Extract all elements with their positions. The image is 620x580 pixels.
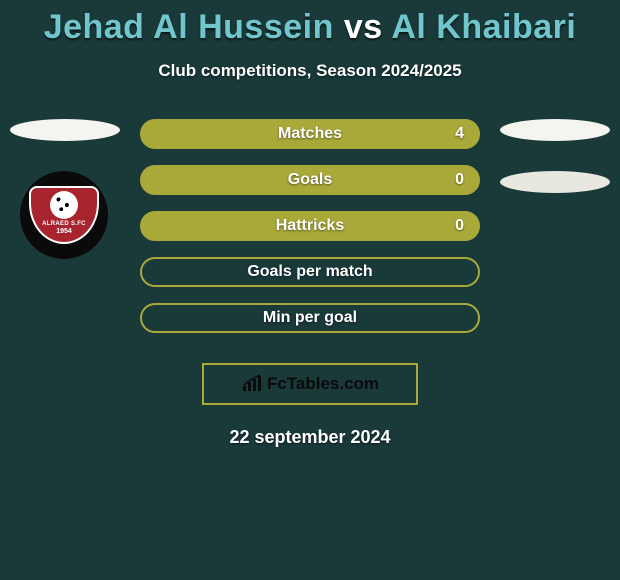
stat-label: Min per goal: [263, 309, 357, 327]
player2-avatar-placeholder: [500, 119, 610, 141]
date: 22 september 2024: [0, 427, 620, 448]
stat-row-matches: Matches 4: [140, 119, 480, 149]
stat-value: 4: [455, 125, 464, 143]
stat-row-gpm: Goals per match: [140, 257, 480, 287]
stat-label: Goals per match: [247, 263, 372, 281]
bar-chart-icon: [241, 375, 263, 393]
club-name: ALRAED S.FC: [42, 221, 86, 227]
player2-avatar-placeholder-2: [500, 171, 610, 193]
vs-word: vs: [344, 8, 383, 46]
stat-value: 0: [455, 217, 464, 235]
page-title: Jehad Al Hussein vs Al Khaibari: [0, 0, 620, 47]
player1-avatar-placeholder: [10, 119, 120, 141]
stat-label: Hattricks: [276, 217, 344, 235]
stats-rows: Matches 4 Goals 0 Hattricks 0 Goals per …: [140, 119, 480, 333]
stats-area: ALRAED S.FC 1954 Matches 4 Goals 0 Hattr…: [0, 119, 620, 333]
club-badge: ALRAED S.FC 1954: [20, 171, 108, 259]
player2-name: Al Khaibari: [391, 8, 576, 46]
stat-row-mpg: Min per goal: [140, 303, 480, 333]
player1-name: Jehad Al Hussein: [44, 8, 334, 46]
watermark: FcTables.com: [241, 374, 379, 394]
subtitle: Club competitions, Season 2024/2025: [0, 61, 620, 81]
soccer-ball-icon: [50, 191, 78, 219]
club-badge-shield: ALRAED S.FC 1954: [29, 186, 99, 244]
stat-label: Matches: [278, 125, 342, 143]
stat-label: Goals: [288, 171, 332, 189]
watermark-text: FcTables.com: [267, 374, 379, 394]
stat-row-goals: Goals 0: [140, 165, 480, 195]
stat-row-hattricks: Hattricks 0: [140, 211, 480, 241]
club-year: 1954: [56, 228, 72, 235]
watermark-box: FcTables.com: [202, 363, 418, 405]
stat-value: 0: [455, 171, 464, 189]
